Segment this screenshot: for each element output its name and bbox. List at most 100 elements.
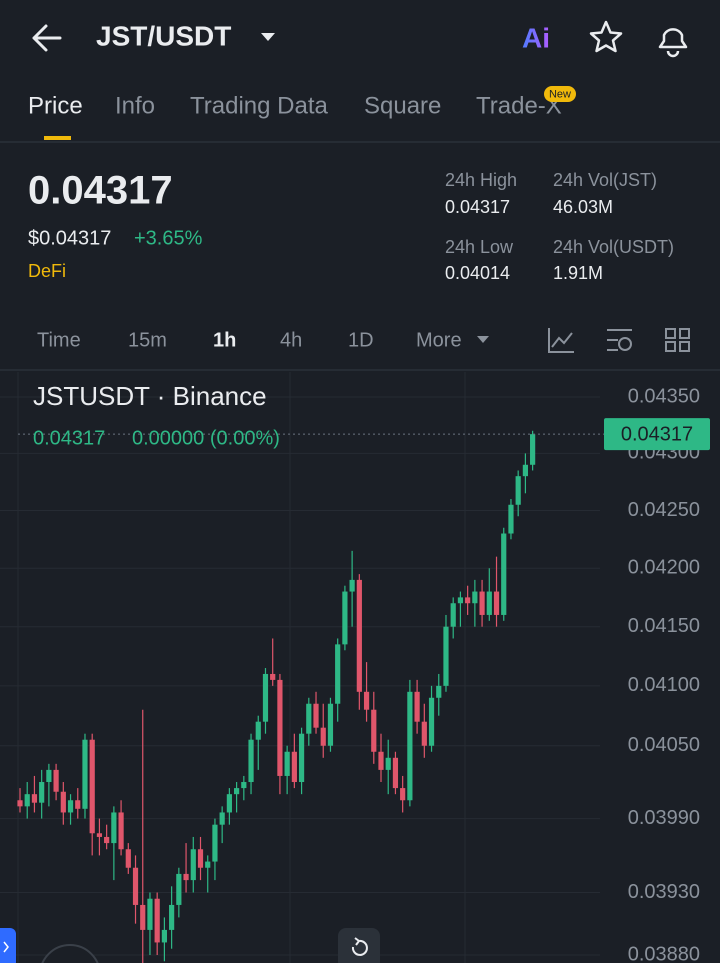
candle-body [356,579,362,692]
candle-body [363,691,370,710]
indicator-button[interactable] [548,328,574,353]
candle-body [392,757,399,789]
new-badge [544,86,576,102]
candle-body [60,791,66,813]
candle-body [176,873,182,905]
y-tick-label: 0.03880 [628,943,700,963]
candle-body [457,597,464,604]
floating-button[interactable] [40,944,100,963]
candle-body [31,794,38,803]
stat-value: 0.04014 [445,263,510,283]
side-tab[interactable] [0,928,16,963]
candle-body [284,751,290,776]
candle-body [486,591,492,615]
interval[interactable]: 1h [213,329,236,351]
tab[interactable]: Info [115,92,155,119]
y-tick-label: 0.04150 [628,615,700,637]
candle-body [400,788,406,801]
candle-body [515,476,521,505]
candle-body [472,591,478,604]
settings-button[interactable] [607,329,632,351]
tab[interactable]: Square [364,92,441,119]
legend-price: 0.04317 [33,427,105,449]
candle-body [385,757,391,770]
y-tick-label: 0.04200 [628,557,700,579]
stat-label: 24h Low [445,237,514,257]
back-button[interactable] [32,24,62,52]
interval[interactable]: Time [37,329,81,351]
ai-button[interactable]: Ai [522,22,550,53]
sector-tag[interactable]: DeFi [28,261,66,281]
tab[interactable]: Price [28,92,83,119]
tab-indicator [44,136,71,140]
candle-body [327,703,334,746]
y-tick-label: 0.03930 [628,881,700,903]
y-tick-label: 0.03990 [628,807,700,829]
candle-body [118,812,124,850]
candle-body [501,533,507,615]
reset-icon [351,937,368,956]
candle-body [407,691,413,801]
candle-body [530,434,536,465]
favorite-button[interactable] [589,20,623,53]
symbol-caret[interactable] [261,33,275,41]
candle-body [205,861,211,868]
y-tick-label: 0.04250 [628,499,700,521]
candle-body [443,626,449,686]
more-caret[interactable] [477,336,489,343]
candle-body [465,597,471,604]
side-tab-arrow [3,941,9,953]
interval[interactable]: 1D [348,329,374,351]
candle-body [421,721,427,746]
symbol[interactable]: JST/USDT [96,20,231,51]
candle-body [132,867,139,905]
candle-body [342,591,348,645]
candle-body [306,703,312,734]
usd-price: $0.04317 [28,227,111,249]
candle-body [82,739,88,809]
new-badge-text: New [549,88,571,100]
y-tick-label: 0.04100 [628,674,700,696]
candle-body [450,603,456,627]
layout-button[interactable] [665,328,690,352]
candlestick-chart: 0.043500.043000.042500.042000.041500.041… [0,385,710,963]
candle-body [270,673,276,680]
candle-body [508,504,514,534]
candle-body [378,751,384,770]
candle-body [479,591,485,615]
candle-body [522,464,528,477]
candle-body [125,849,131,868]
last-price: 0.04317 [28,169,173,213]
candle-body [89,739,95,834]
candle-body [414,691,420,722]
candle-body [234,788,240,795]
stat-label: 24h Vol(JST) [553,170,657,190]
candle-body [147,898,153,930]
reset-button[interactable] [338,928,380,963]
alert-button[interactable] [658,28,688,58]
candle-body [53,769,59,792]
interval[interactable]: 15m [128,329,167,351]
interval[interactable]: More [416,329,462,351]
candle-body [39,782,45,803]
candle-body [241,782,247,789]
candle-body [183,873,189,881]
legend-change: 0.00000 (0.00%) [132,427,280,449]
candle-body [226,794,232,813]
stat-label: 24h Vol(USDT) [553,237,674,257]
candle-body [255,721,261,740]
change: +3.65% [134,227,203,249]
candle-body [24,794,30,807]
candle-body [277,679,283,776]
stat-value: 0.04317 [445,197,510,217]
interval[interactable]: 4h [280,329,302,351]
candle-body [140,904,146,930]
candle-body [219,812,225,825]
candle-body [46,769,52,783]
candle-body [169,904,175,930]
stat-value: 46.03M [553,197,613,217]
candle-body [291,751,297,783]
tab[interactable]: Trading Data [190,92,329,119]
